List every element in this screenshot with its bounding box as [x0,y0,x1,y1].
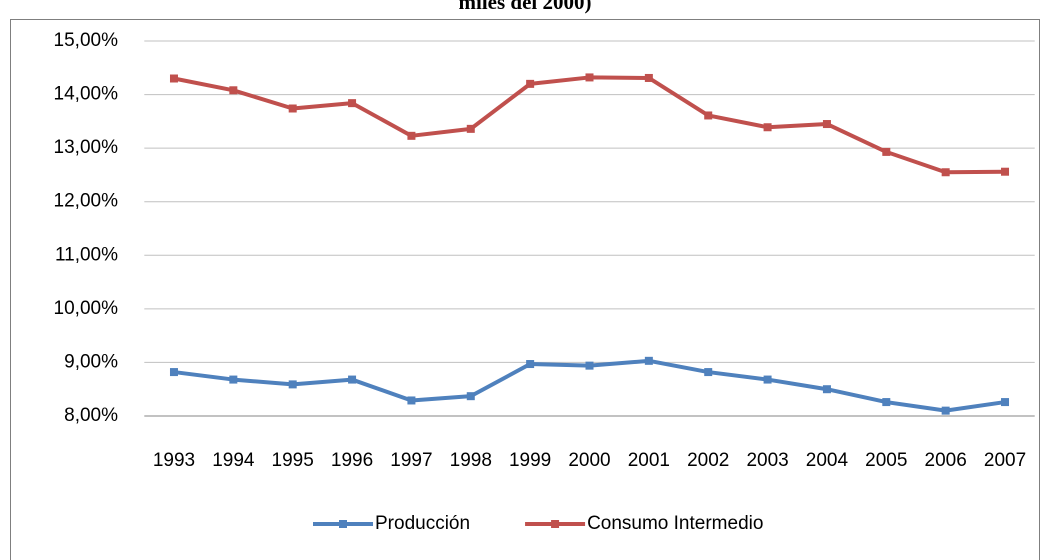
point-marker [169,368,178,377]
point-marker [526,79,535,88]
point-marker [348,375,357,384]
point-marker [644,356,653,365]
point-marker [288,104,297,113]
point-marker [466,124,475,133]
point-marker [941,168,950,177]
legend-label: Consumo Intermedio [587,513,763,534]
y-tick-label: 15,00% [54,30,119,51]
point-marker [704,368,713,377]
point-marker [941,406,950,415]
x-tick-label: 2004 [806,450,849,471]
y-tick-label: 8,00% [64,405,118,426]
y-tick-label: 9,00% [64,351,118,372]
point-marker [288,380,297,389]
x-tick-label: 2005 [865,450,907,471]
point-marker [526,360,535,369]
x-tick-label: 2006 [925,450,967,471]
y-tick-label: 12,00% [54,191,119,212]
x-tick-label: 1998 [450,450,492,471]
x-tick-label: 2001 [628,450,670,471]
point-marker [169,74,178,83]
point-marker [763,375,772,384]
point-marker [1001,167,1010,176]
x-tick-label: 1997 [390,450,432,471]
point-marker [407,396,416,405]
x-tick-label: 1995 [272,450,314,471]
x-tick-label: 1996 [331,450,373,471]
point-marker [822,385,831,394]
y-tick-label: 10,00% [54,298,119,319]
point-marker [882,147,891,156]
point-marker [822,120,831,129]
x-tick-label: 2000 [568,450,610,471]
legend-marker [551,520,560,528]
point-marker [1001,398,1010,407]
chart-frame [10,19,1040,560]
x-tick-label: 2003 [746,450,788,471]
point-marker [229,375,238,384]
legend-label: Producción [375,513,470,534]
x-tick-label: 1993 [153,450,195,471]
x-tick-label: 2002 [687,450,729,471]
point-marker [229,86,238,95]
x-tick-label: 1994 [212,450,255,471]
point-marker [407,131,416,140]
point-marker [704,111,713,120]
point-marker [882,398,891,407]
y-tick-label: 13,00% [54,137,119,158]
point-marker [763,123,772,132]
point-marker [585,361,594,370]
point-marker [348,99,357,108]
point-marker [466,392,475,401]
chart-title: miles del 2000) [459,0,592,14]
y-tick-label: 11,00% [55,244,118,265]
series-line [173,75,1006,175]
x-tick-label: 2007 [984,450,1026,471]
legend-marker [339,520,347,528]
point-marker [585,73,594,82]
y-tick-label: 14,00% [54,84,119,105]
point-marker [644,73,653,82]
x-tick-label: 1999 [509,450,551,471]
